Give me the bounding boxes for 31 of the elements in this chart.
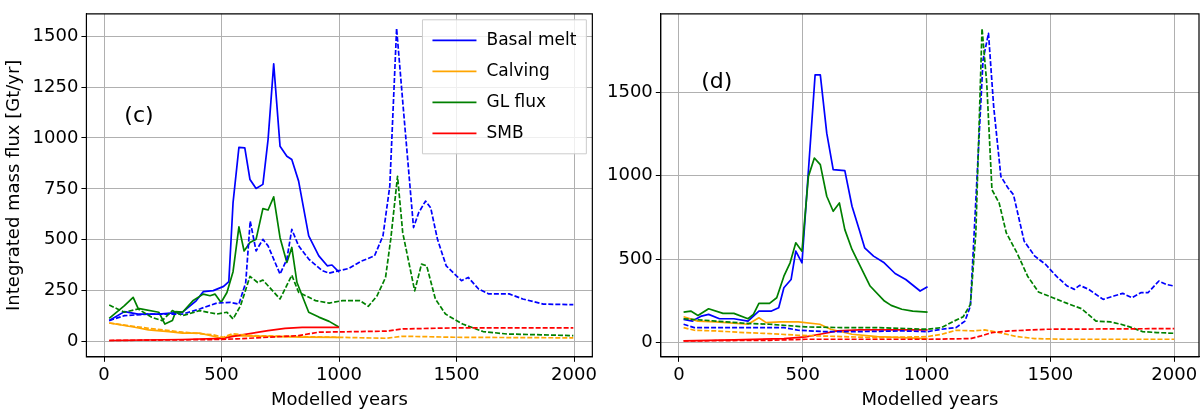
- x-tick-label: 1500: [1027, 363, 1074, 385]
- y-tick-label: 1500: [32, 23, 79, 45]
- legend-label: Calving: [486, 59, 550, 80]
- y-tick-label: 1500: [607, 79, 653, 101]
- x-axis-title: Modelled years: [861, 387, 999, 409]
- x-tick-label: 1000: [316, 363, 362, 385]
- legend-label: GL flux: [486, 90, 547, 111]
- x-tick-label: 0: [673, 363, 685, 385]
- x-tick-label: 0: [98, 363, 110, 385]
- x-tick-label: 2000: [551, 363, 597, 385]
- x-axis-title: Modelled years: [270, 387, 408, 409]
- x-tick-label: 2000: [1151, 363, 1198, 385]
- y-tick-label: 500: [44, 227, 79, 249]
- y-tick-label: 750: [44, 176, 79, 198]
- legend-label: Basal melt: [486, 28, 577, 49]
- legend-label: SMB: [486, 121, 524, 142]
- y-tick-label: 1250: [32, 74, 79, 96]
- y-tick-label: 500: [618, 246, 653, 268]
- x-tick-label: 500: [785, 363, 820, 385]
- annotation: (d): [701, 68, 733, 94]
- y-tick-label: 250: [44, 278, 79, 300]
- y-axis-title: Integrated mass flux [Gt/yr]: [2, 59, 24, 311]
- y-tick-label: 0: [641, 330, 653, 352]
- y-tick-label: 0: [66, 329, 79, 351]
- x-tick-label: 1500: [433, 363, 480, 385]
- y-tick-label: 1000: [32, 125, 79, 147]
- y-tick-label: 1000: [607, 163, 653, 185]
- x-tick-label: 500: [204, 363, 239, 385]
- x-tick-label: 1000: [903, 363, 950, 385]
- annotation: (c): [124, 102, 154, 128]
- line-series: [108, 175, 575, 337]
